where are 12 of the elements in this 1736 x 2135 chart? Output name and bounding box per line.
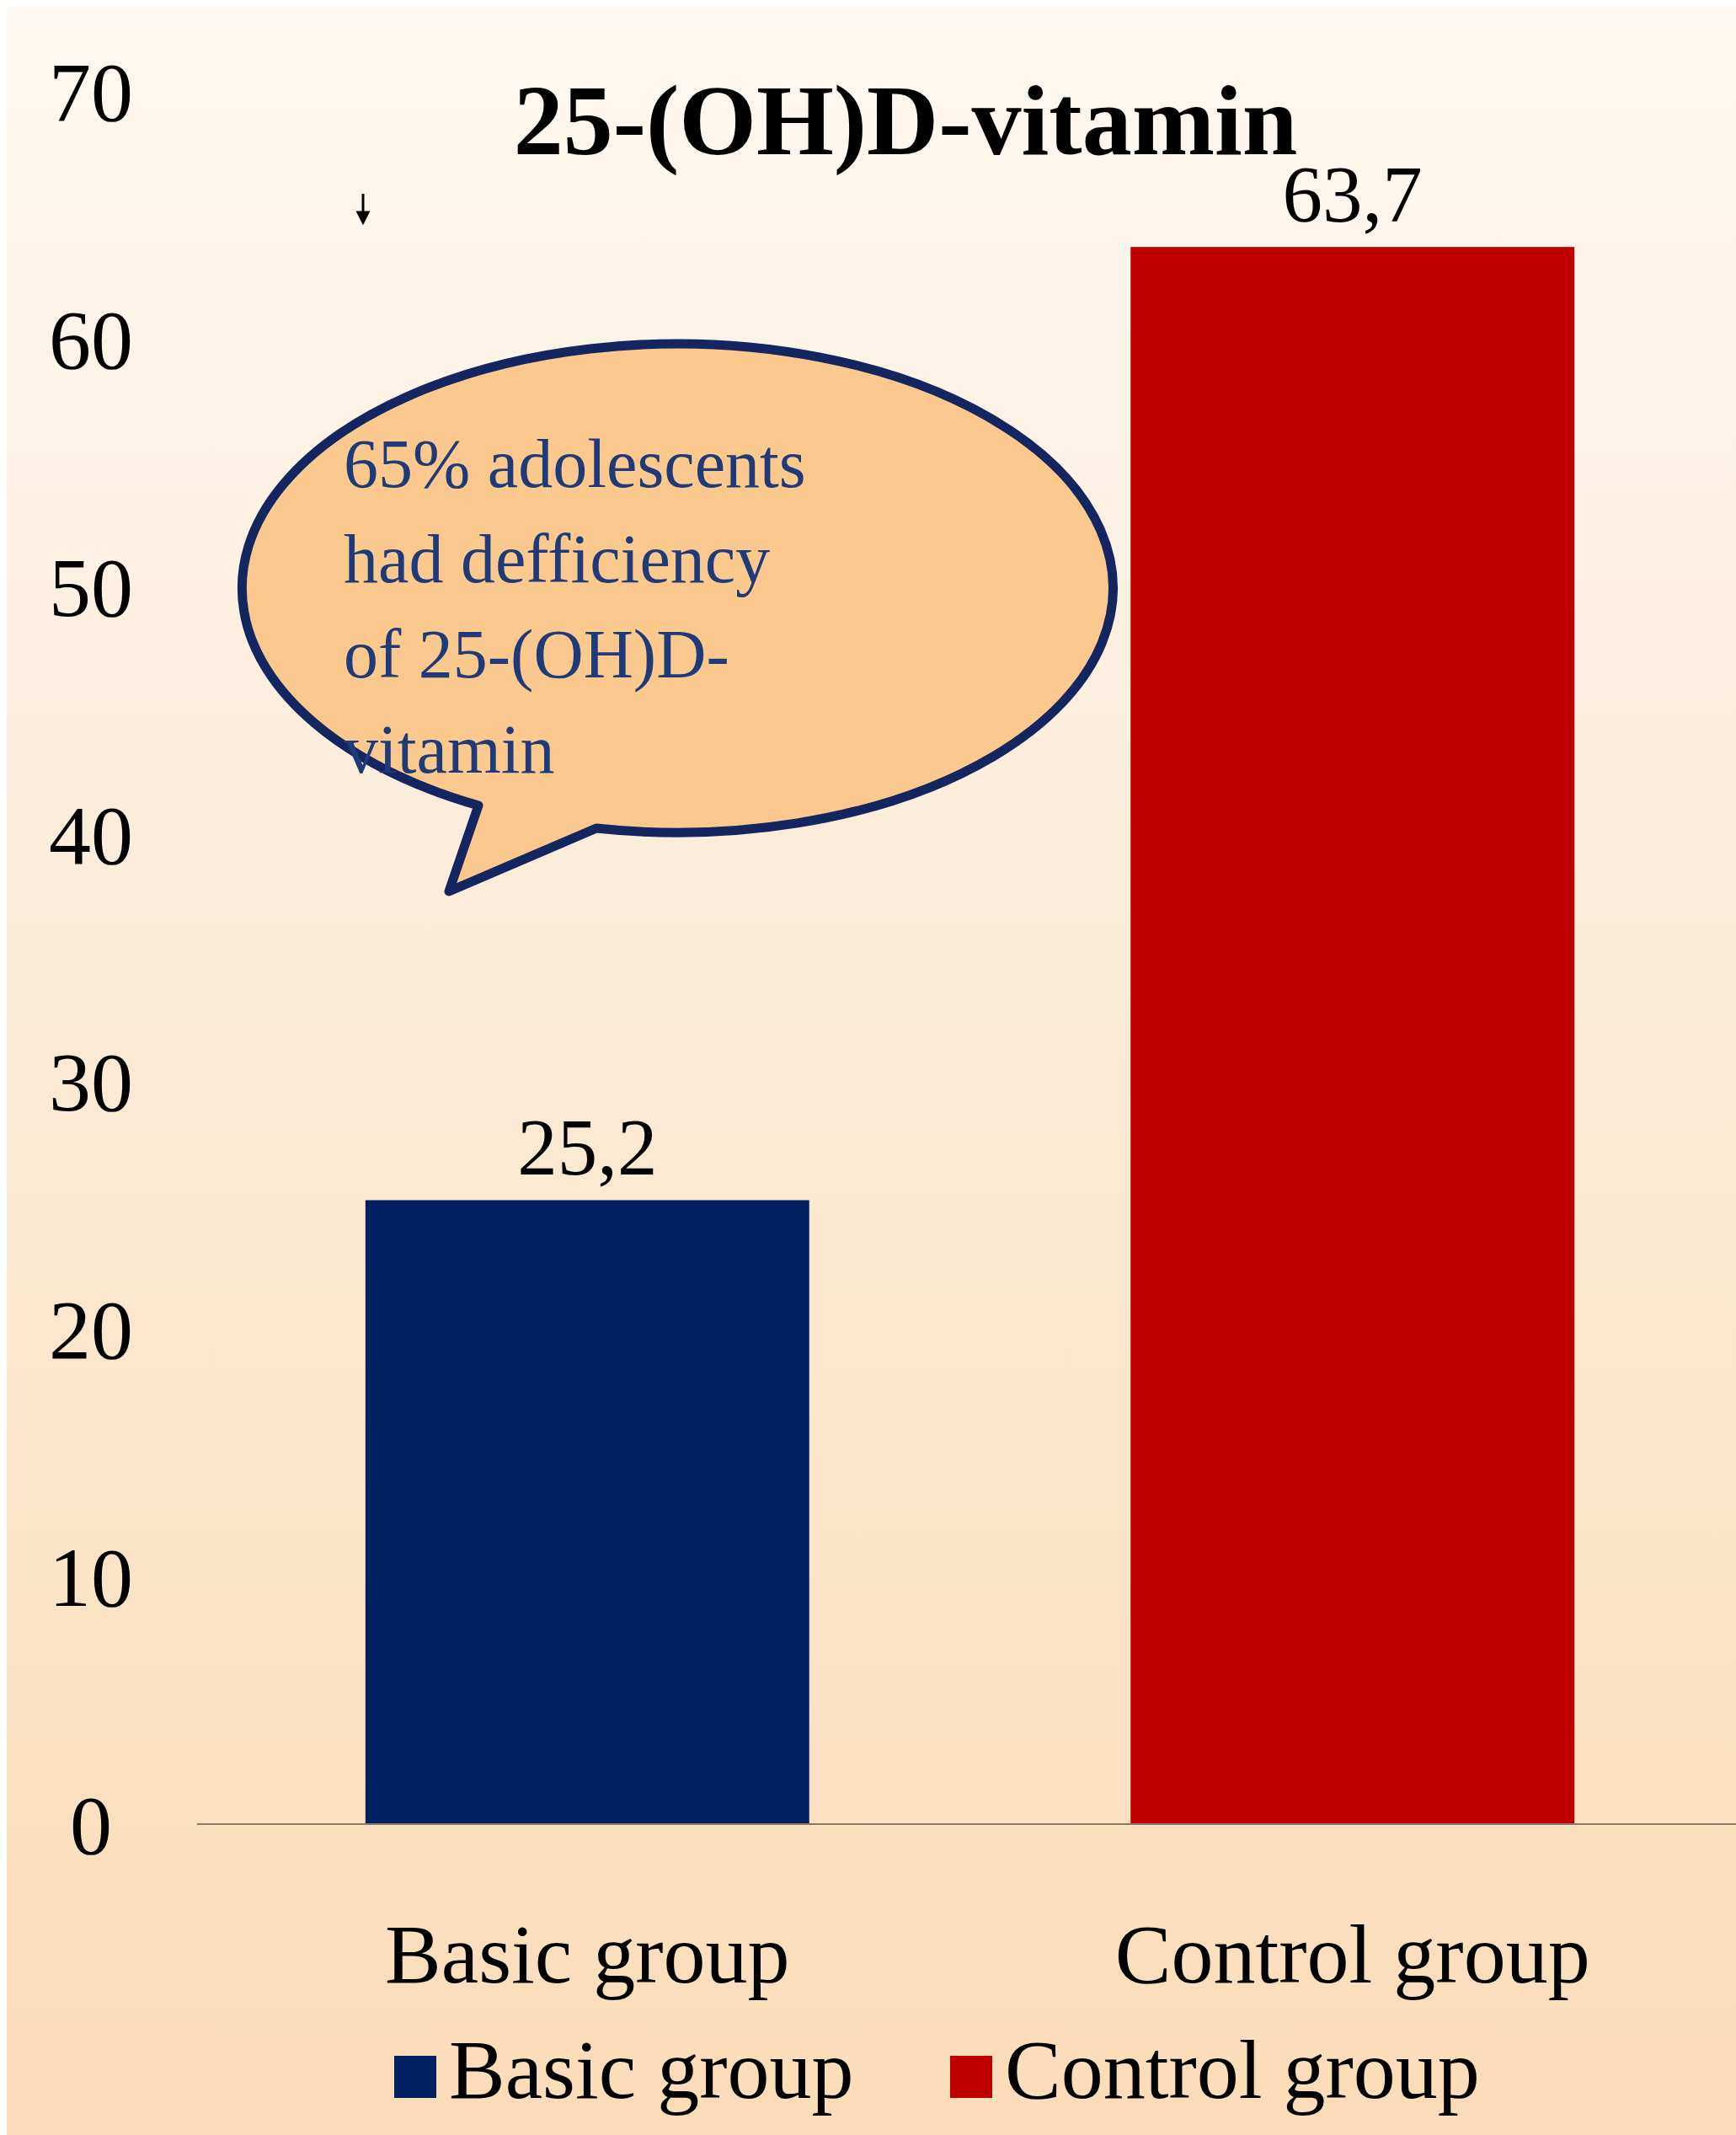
- legend-label: Control group: [1005, 2023, 1480, 2116]
- y-tick-label: 0: [70, 1779, 112, 1872]
- y-tick-label: 40: [49, 788, 133, 882]
- y-tick-label: 70: [49, 45, 133, 139]
- y-tick-label: 50: [49, 540, 133, 634]
- y-tick-label: 60: [49, 292, 133, 387]
- y-tick-label: 10: [49, 1531, 133, 1625]
- annotation: 65% adolescents had defficiency of 25-(OH)D-vitamin: [344, 425, 806, 788]
- data-label: 25,2: [517, 1103, 658, 1193]
- legend-label: Basic group: [449, 2023, 854, 2116]
- y-tick-label: 20: [49, 1283, 133, 1378]
- y-tick-label: 30: [49, 1035, 133, 1130]
